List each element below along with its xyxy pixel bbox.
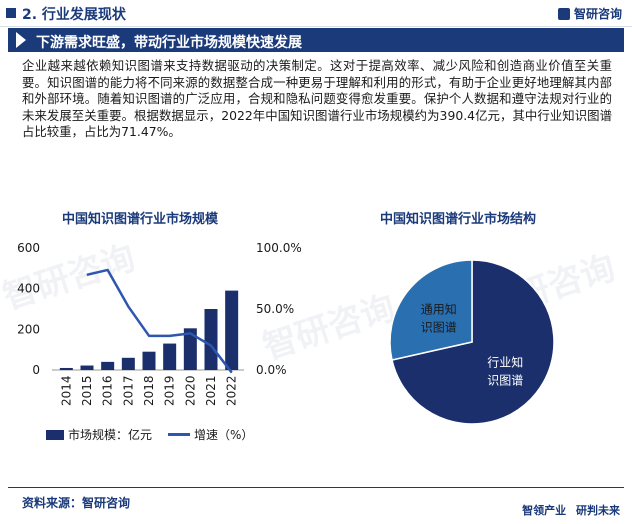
growth-rate-point: [86, 274, 88, 276]
x-axis-tick-label: 2017: [121, 375, 135, 406]
bar: [204, 309, 218, 370]
growth-rate-point: [127, 306, 129, 308]
bar: [101, 361, 115, 370]
bar: [80, 365, 94, 370]
x-axis-tick-label: 2014: [59, 375, 73, 406]
header-bar: 2. 行业发展现状 智研咨询: [0, 0, 632, 27]
x-axis-tick-label: 2022: [225, 375, 239, 406]
bar: [183, 328, 197, 370]
growth-rate-point: [169, 335, 171, 337]
bar: [163, 343, 177, 370]
section-title: 2. 行业发展现状: [22, 7, 126, 23]
brand-logo-text: 智研咨询: [573, 7, 622, 21]
legend-bar-swatch: [46, 430, 64, 440]
bar: [121, 357, 135, 370]
legend-line-swatch: [168, 433, 191, 436]
bar: [142, 351, 156, 370]
pie-slice: [391, 259, 555, 425]
x-axis-tick-label: 2018: [142, 375, 156, 406]
pie-slice-label: 行业知识图谱: [487, 356, 523, 388]
footer-brand-right: 研判未来: [576, 504, 620, 517]
right-axis-tick-label: 100.0%: [256, 241, 302, 255]
section-marker-icon: [6, 8, 16, 18]
right-axis-tick-label: 50.0%: [256, 302, 294, 316]
left-axis-tick-label: 400: [17, 282, 40, 296]
title-banner: 下游需求旺盛，带动行业市场规模快速发展: [8, 28, 624, 52]
chart-legend: 市场规模：亿元 增速（%）: [46, 426, 253, 443]
growth-rate-point: [148, 335, 150, 337]
legend-bar-label: 市场规模：亿元: [68, 428, 153, 442]
banner-title: 下游需求旺盛，带动行业市场规模快速发展: [36, 35, 302, 51]
intro-paragraph: 企业越来越依赖知识图谱来支持数据驱动的决策制定。这对于提高效率、减少风险和创造商…: [22, 58, 612, 139]
brand-logo: 智研咨询: [557, 5, 622, 22]
left-axis-tick-label: 0: [32, 363, 40, 377]
x-axis-tick-label: 2019: [163, 375, 177, 406]
pie-chart-title: 中国知识图谱行业市场结构: [380, 212, 537, 227]
bar: [225, 290, 239, 370]
footer-brand-left: 智领产业: [522, 504, 567, 517]
legend-line-label: 增速（%）: [194, 428, 254, 442]
growth-rate-point: [231, 371, 233, 373]
x-axis-tick-label: 2016: [101, 375, 115, 406]
bar: [59, 367, 73, 370]
x-axis-tick-label: 2021: [204, 375, 218, 406]
left-axis-tick-label: 600: [17, 241, 40, 255]
growth-rate-line: [86, 268, 233, 374]
x-axis-tick-label: 2015: [80, 375, 94, 406]
footer-brand: 智领产业 研判未来: [522, 502, 620, 518]
pie-slice: [389, 259, 473, 361]
pie-slice-label: 通用知识图谱: [421, 302, 457, 334]
source-note: 资料来源：智研咨询: [22, 496, 131, 510]
brand-logo-icon: [557, 8, 570, 20]
right-axis-tick-label: 0.0%: [256, 363, 287, 377]
x-axis-tick-label: 2020: [183, 375, 197, 406]
growth-rate-point: [189, 332, 191, 334]
growth-rate-point: [107, 269, 109, 271]
bar-chart-title: 中国知识图谱行业市场规模: [62, 212, 219, 227]
chevron-right-icon: [16, 32, 26, 48]
growth-rate-point: [210, 345, 212, 347]
footer-divider: [8, 487, 624, 488]
left-axis-tick-label: 200: [17, 322, 40, 336]
